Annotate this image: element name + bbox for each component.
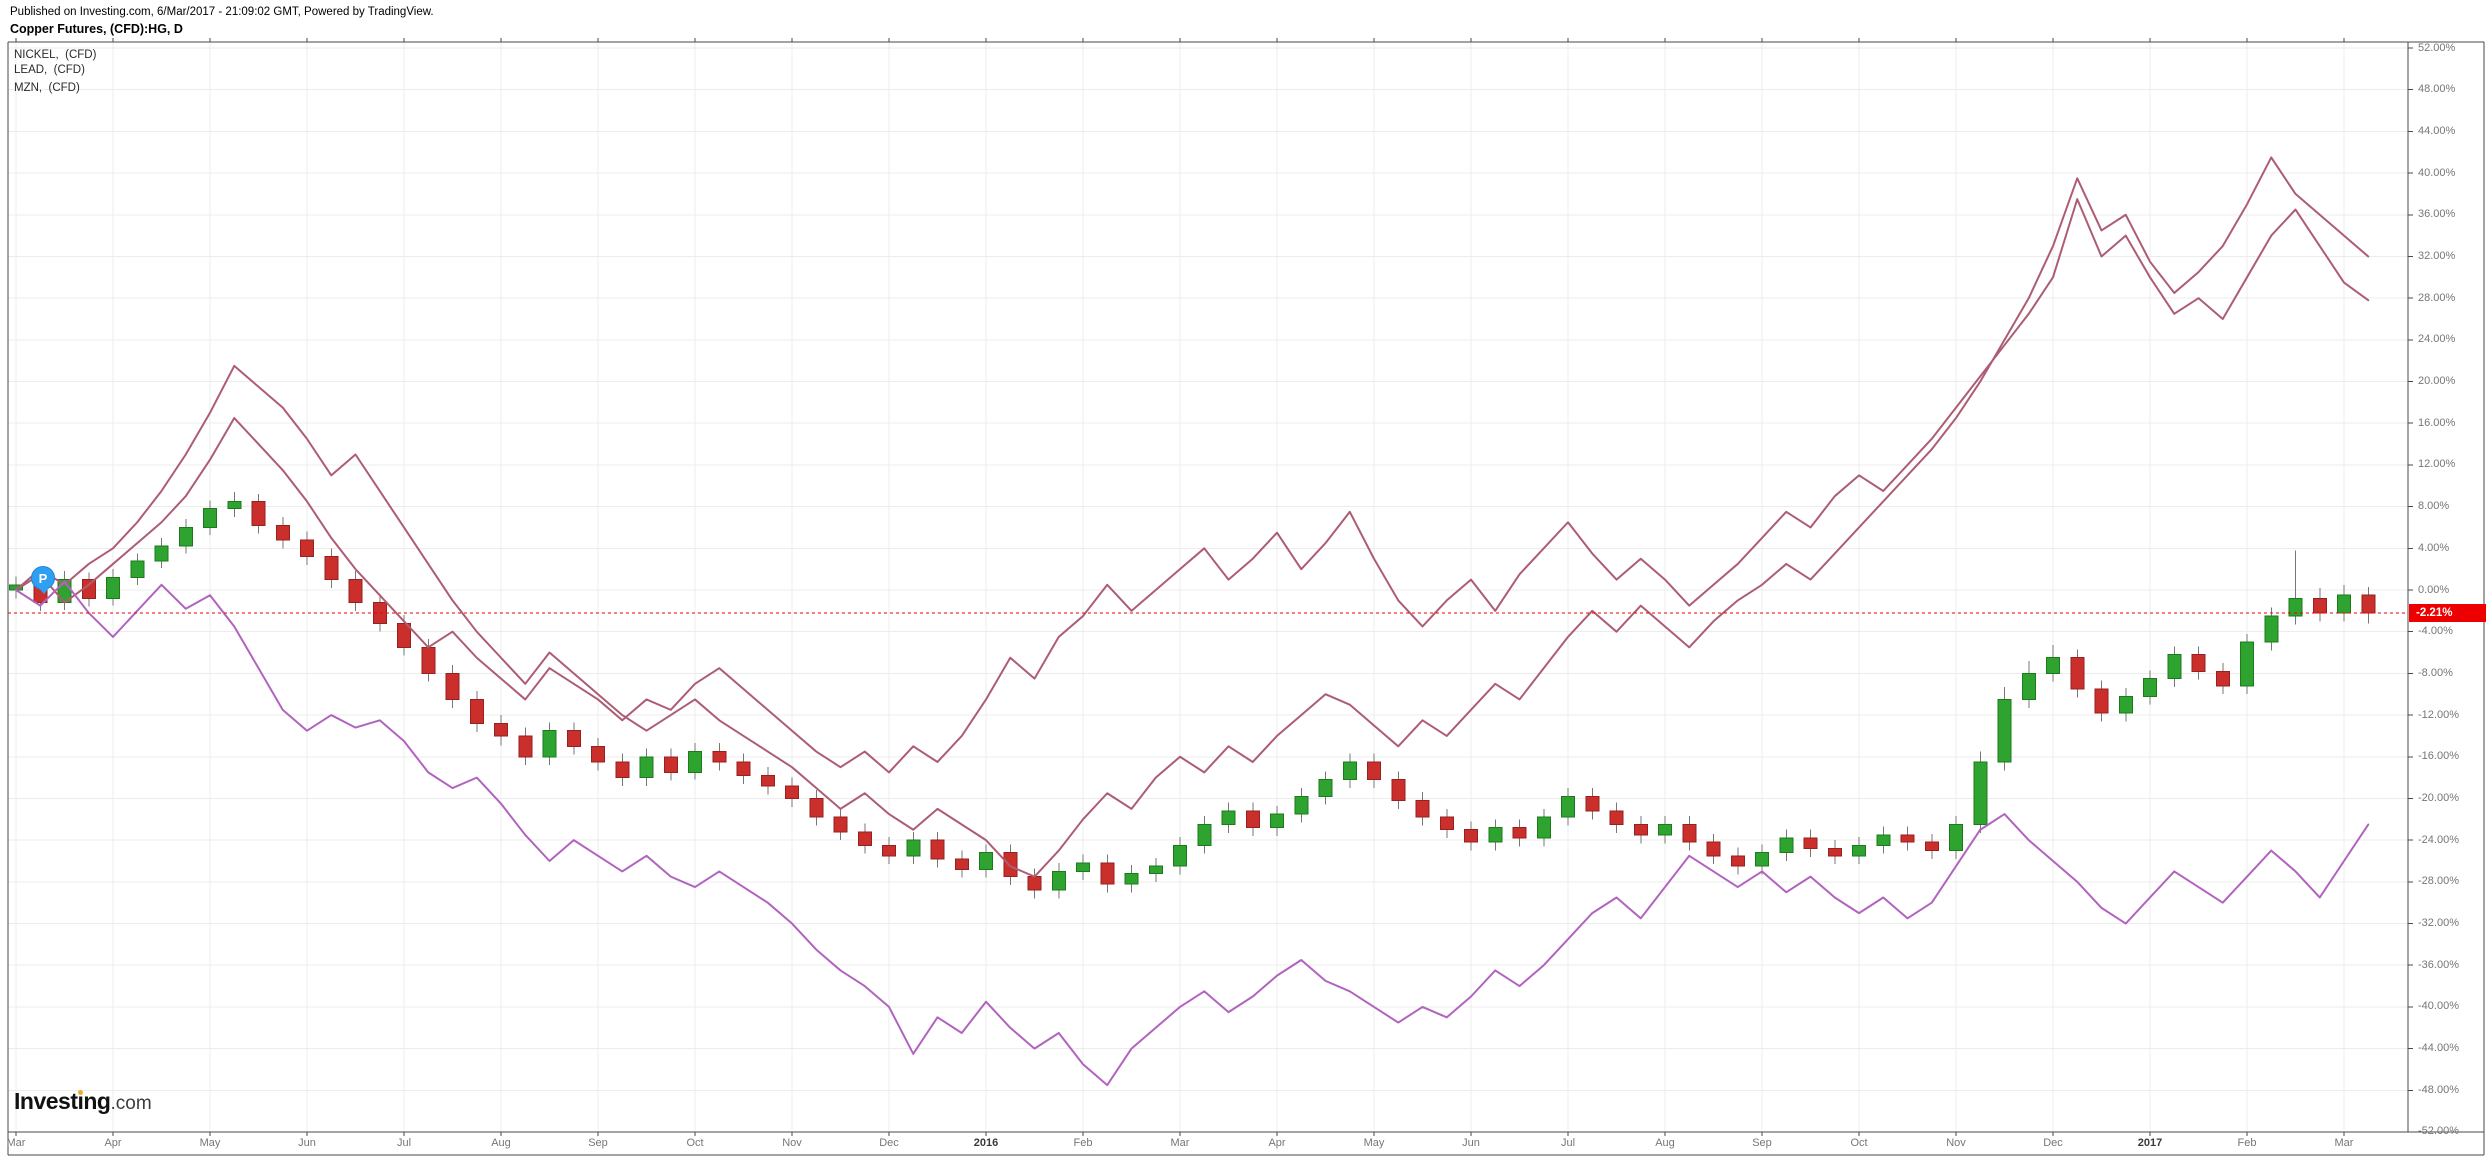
legend-item-lead: LEAD, (CFD)	[14, 64, 85, 76]
x-axis-label: Apr	[1268, 1137, 1286, 1149]
y-axis-label: -24.00%	[2418, 833, 2459, 846]
x-axis-label: Sep	[588, 1137, 608, 1149]
y-axis-label: 16.00%	[2418, 416, 2456, 429]
x-axis-label: 2017	[2137, 1137, 2163, 1149]
y-axis-label: 20.00%	[2418, 375, 2456, 388]
y-axis-label: -16.00%	[2418, 750, 2459, 763]
y-axis-label: 52.00%	[2418, 41, 2456, 54]
y-axis-label: 4.00%	[2418, 541, 2450, 554]
x-axis-label: Jul	[396, 1137, 412, 1149]
y-axis-label: 32.00%	[2418, 249, 2456, 262]
published-pin-marker[interactable]: P	[31, 566, 55, 594]
y-axis-label: 8.00%	[2418, 500, 2450, 513]
y-axis-label: 48.00%	[2418, 83, 2456, 96]
page-title: Copper Futures, (CFD):HG, D	[10, 22, 183, 36]
published-line: Published on Investing.com, 6/Mar/2017 -…	[10, 6, 434, 18]
x-axis-label: Apr	[104, 1137, 122, 1149]
y-axis-label: -20.00%	[2418, 791, 2459, 804]
x-axis-label: Aug	[1655, 1137, 1675, 1149]
y-axis-label: 0.00%	[2418, 583, 2450, 596]
x-axis-label: Sep	[1752, 1137, 1772, 1149]
x-axis-label: Nov	[782, 1137, 802, 1149]
y-axis-label: 12.00%	[2418, 458, 2456, 471]
y-axis-label: -36.00%	[2418, 958, 2459, 971]
x-axis-label: May	[1363, 1137, 1385, 1149]
y-axis-label: -4.00%	[2418, 625, 2453, 638]
x-axis-label: Jul	[1560, 1137, 1576, 1149]
last-price-badge: -2.21%	[2409, 604, 2486, 622]
compare-legend: NICKEL, (CFD) LEAD, (CFD) MZN, (CFD)	[14, 48, 96, 96]
x-axis-label: Feb	[1073, 1137, 1093, 1149]
y-axis-label: -32.00%	[2418, 917, 2459, 930]
x-axis-label: Mar	[6, 1137, 26, 1149]
legend-item-mzn: MZN, (CFD)	[14, 82, 80, 94]
x-axis-label: Mar	[2334, 1137, 2354, 1149]
x-axis-label: Nov	[1946, 1137, 1966, 1149]
x-axis-label: Aug	[491, 1137, 511, 1149]
y-axis-label: -44.00%	[2418, 1042, 2459, 1055]
y-axis-label: 36.00%	[2418, 208, 2456, 221]
x-axis-label: Oct	[686, 1137, 704, 1149]
investing-logo: Investing.com	[14, 1088, 152, 1115]
legend-item-nickel: NICKEL, (CFD)	[14, 49, 97, 61]
logo-suffix: .com	[110, 1093, 152, 1114]
y-axis-label: -12.00%	[2418, 708, 2459, 721]
x-axis-label: Jun	[298, 1137, 316, 1149]
y-axis-label: -40.00%	[2418, 1000, 2459, 1013]
x-axis-label: Oct	[1850, 1137, 1868, 1149]
y-axis-label: 28.00%	[2418, 291, 2456, 304]
x-axis-label: Dec	[2043, 1137, 2063, 1149]
logo-orange-dot-i: i	[77, 1088, 84, 1114]
x-axis-label: Jun	[1462, 1137, 1480, 1149]
y-axis-label: 44.00%	[2418, 124, 2456, 137]
x-axis-label: May	[199, 1137, 221, 1149]
y-axis-label: -8.00%	[2418, 666, 2453, 679]
x-axis-label: 2016	[973, 1137, 999, 1149]
logo-text: Investing	[14, 1088, 111, 1114]
x-axis-label: Feb	[2237, 1137, 2257, 1149]
x-axis-label: Mar	[1170, 1137, 1190, 1149]
y-axis-label: -48.00%	[2418, 1083, 2459, 1096]
y-axis-label: 40.00%	[2418, 166, 2456, 179]
y-axis-label: -28.00%	[2418, 875, 2459, 888]
y-axis-label: -52.00%	[2418, 1125, 2459, 1138]
y-axis-label: 24.00%	[2418, 333, 2456, 346]
x-axis-label: Dec	[879, 1137, 899, 1149]
